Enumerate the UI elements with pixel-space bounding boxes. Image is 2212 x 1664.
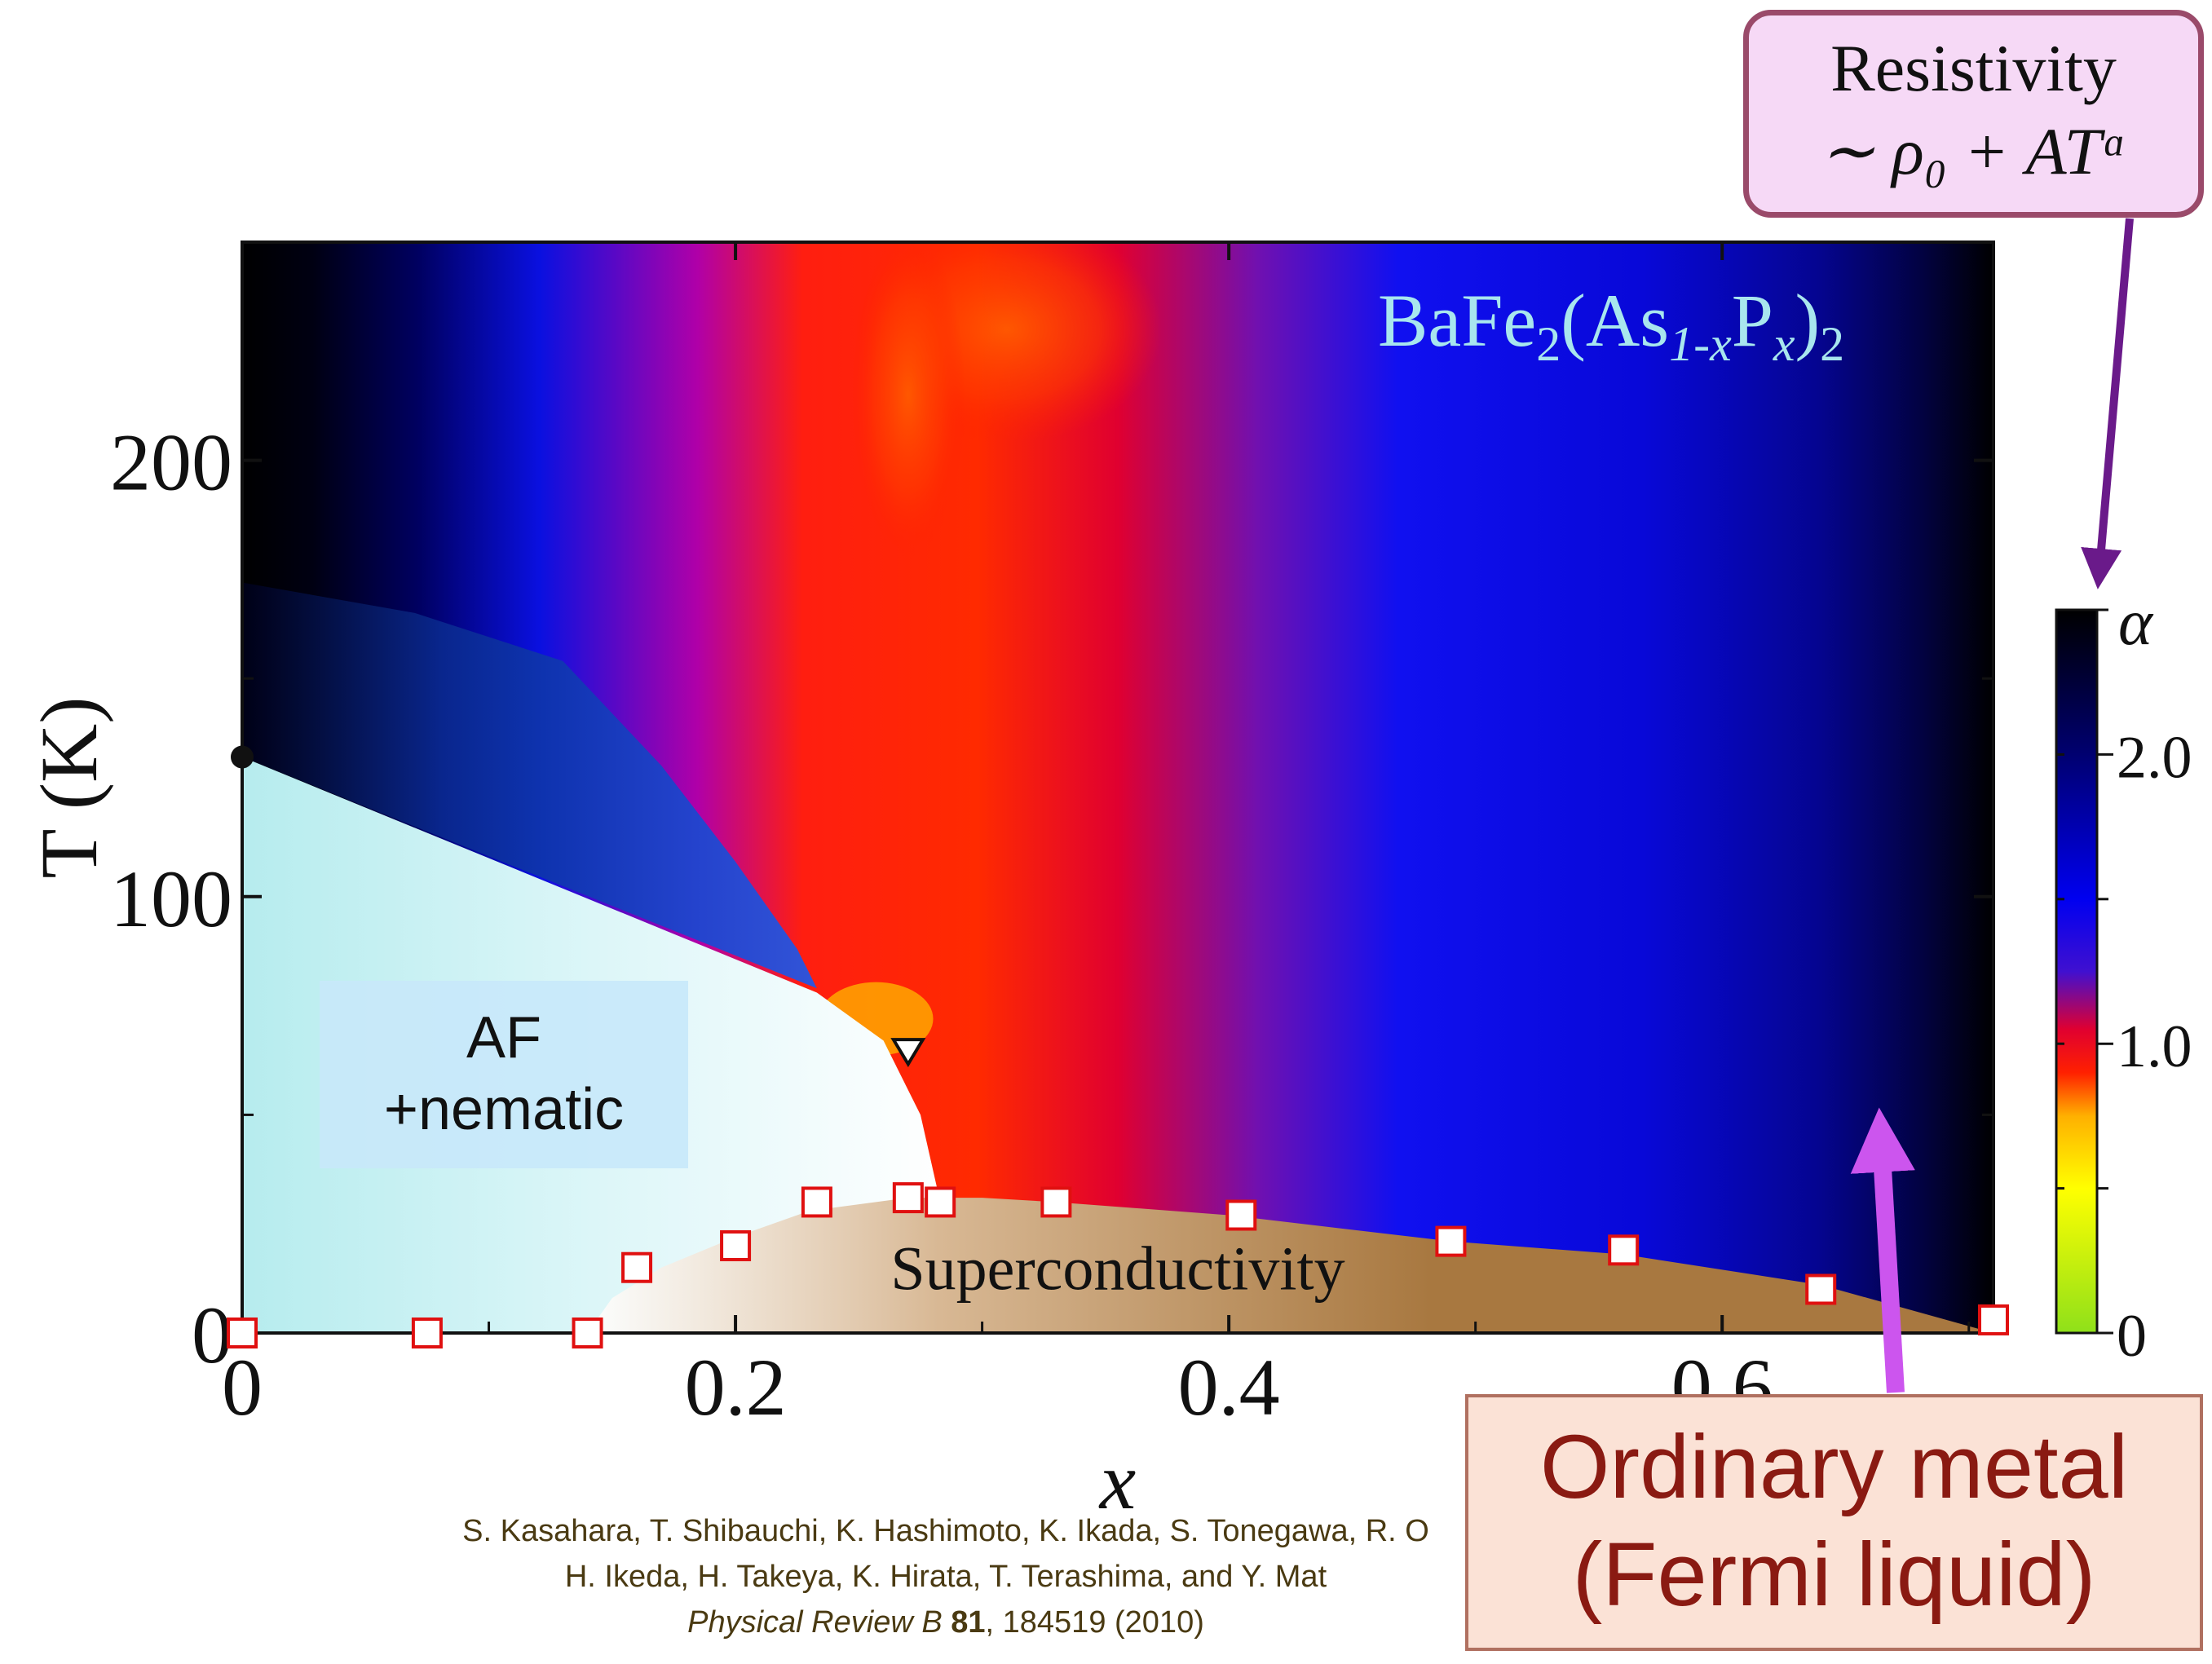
colorbar-tick-label: 2.0 <box>2117 724 2192 791</box>
af-label-line1: AF <box>466 1005 541 1070</box>
superconductivity-label: Superconductivity <box>890 1234 1344 1303</box>
af-label-line2: +nematic <box>383 1077 625 1142</box>
tc-point <box>925 1186 956 1218</box>
colorbar-strip <box>2055 608 2099 1335</box>
citation-line1: S. Kasahara, T. Shibauchi, K. Hashimoto,… <box>462 1514 1429 1548</box>
ordinary-metal-line2: (Fermi liquid) <box>1572 1525 2096 1625</box>
x-tick-label: 0.4 <box>1178 1342 1280 1432</box>
alpha-hot-column <box>850 242 965 558</box>
plot-frame <box>241 241 1995 1335</box>
x-tick-label: 0 <box>222 1342 263 1432</box>
tc-point <box>411 1318 443 1348</box>
tc-point <box>801 1186 832 1218</box>
crossover-region <box>242 582 817 989</box>
y-axis-label: T (K) <box>24 696 114 878</box>
compound-label: BaFe2(As1-xPx)2 <box>1378 279 1845 371</box>
y-tick-label: 0 <box>192 1290 232 1380</box>
tc-point <box>1040 1186 1072 1218</box>
colorbar-label: α <box>2118 587 2154 659</box>
citation-line2: H. Ikeda, H. Takeya, K. Hirata, T. Teras… <box>564 1560 1327 1594</box>
resistivity-formula: ∼ ρ₀ + ATᵅ <box>1819 114 2128 188</box>
colorbar-tick-label: 1.0 <box>2117 1013 2192 1080</box>
resistivity-box: Resistivity ∼ ρ₀ + ATᵅ <box>1743 10 2204 218</box>
citation-line3: Physical Review B 81, 184519 (2010) <box>294 1600 1598 1645</box>
tc-point <box>1225 1199 1257 1231</box>
x-tick-label: 0.2 <box>685 1342 787 1432</box>
tc-point <box>1608 1234 1640 1266</box>
ordinary-metal-line1: Ordinary metal <box>1539 1417 2129 1517</box>
y-tick-label: 100 <box>110 854 232 944</box>
resistivity-title: Resistivity <box>1830 31 2117 105</box>
tn-endpoint <box>231 745 254 769</box>
citation: S. Kasahara, T. Shibauchi, K. Hashimoto,… <box>294 1508 1598 1645</box>
x-axis-label: x <box>1098 1436 1136 1526</box>
resistivity-arrow <box>2081 218 2134 589</box>
citation-volume: 81 <box>951 1605 986 1640</box>
tc-points <box>227 745 2009 1348</box>
tc-point <box>1805 1273 1837 1305</box>
y-tick-label: 200 <box>110 417 232 508</box>
tn-point <box>890 1038 926 1068</box>
arrows <box>1850 218 2134 1393</box>
colorbar-tick-label: 0 <box>2117 1303 2147 1370</box>
tc-point <box>1978 1304 2009 1335</box>
tc-point <box>892 1182 924 1214</box>
colorbar: 0 1.0 2.0 α <box>2055 587 2192 1370</box>
tc-point <box>621 1251 653 1283</box>
ordinary-metal-box: Ordinary metal (Fermi liquid) <box>1465 1394 2203 1651</box>
tc-point <box>1435 1225 1467 1257</box>
tc-point <box>720 1229 752 1261</box>
citation-pages: , 184519 (2010) <box>985 1605 1204 1640</box>
citation-journal: Physical Review B <box>687 1605 943 1640</box>
tc-point <box>227 1318 258 1348</box>
af-nematic-label: AF +nematic <box>320 981 688 1168</box>
ordinary-metal-arrow <box>1850 1107 1915 1393</box>
tc-point <box>572 1318 603 1348</box>
superconducting-dome <box>587 1198 1993 1333</box>
